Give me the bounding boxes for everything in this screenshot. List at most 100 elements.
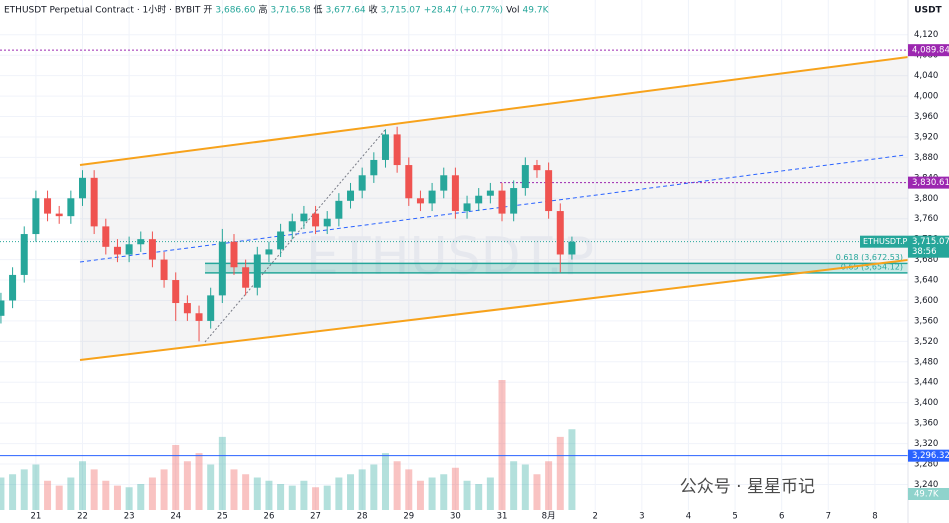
x-tick-label: 28 bbox=[357, 512, 368, 522]
fib-label: 0.65 (3,654.12) bbox=[841, 262, 903, 271]
ohlc-value: 3,686.60 bbox=[215, 6, 255, 16]
volume-bar bbox=[265, 480, 273, 510]
channel-lower bbox=[79, 259, 909, 361]
candle-body bbox=[288, 221, 296, 232]
volume-bar bbox=[79, 461, 86, 510]
candle-body bbox=[358, 175, 366, 191]
watermark: ETHUSDT.P bbox=[306, 227, 594, 287]
x-tick-label: 7 bbox=[826, 512, 831, 522]
volume-bar bbox=[533, 474, 541, 510]
candle-body bbox=[32, 198, 40, 235]
candle-body bbox=[545, 170, 553, 212]
x-tick-label: 3 bbox=[639, 512, 644, 522]
volume-bar bbox=[32, 464, 40, 510]
price-label-box bbox=[908, 44, 949, 57]
x-tick-label: 6 bbox=[779, 512, 784, 522]
volume-bar bbox=[207, 464, 215, 510]
candle-body bbox=[416, 198, 424, 204]
candle-body bbox=[277, 231, 285, 250]
volume-bar bbox=[521, 464, 529, 510]
x-tick-label: 26 bbox=[264, 512, 275, 522]
volume-bar bbox=[9, 474, 17, 510]
y-tick-label: 3,600 bbox=[914, 296, 938, 306]
candle-body bbox=[323, 218, 331, 227]
volume-bar bbox=[113, 485, 121, 510]
candle-body bbox=[55, 213, 63, 217]
volume-bar bbox=[20, 469, 28, 510]
volume-bar bbox=[102, 480, 110, 510]
volume-bar bbox=[498, 380, 506, 510]
y-tick-label: 3,800 bbox=[914, 194, 938, 204]
volume-bar bbox=[486, 477, 494, 510]
vol-value: 49.7K bbox=[523, 6, 550, 16]
price-label: 4,089.84 bbox=[912, 46, 949, 56]
candle-body bbox=[20, 234, 28, 275]
candle-body bbox=[44, 198, 52, 214]
y-tick-label: 3,960 bbox=[914, 112, 938, 122]
volume-bar bbox=[300, 480, 308, 510]
candle-body bbox=[90, 177, 98, 227]
volume-bar bbox=[451, 467, 459, 510]
y-tick-label: 3,480 bbox=[914, 357, 938, 367]
last-price-label: 3,715.07 bbox=[912, 237, 949, 247]
candle-body bbox=[230, 241, 238, 268]
candle-body bbox=[160, 259, 168, 281]
volume-bar bbox=[253, 477, 261, 510]
volume-bar bbox=[545, 461, 553, 510]
candle-body bbox=[533, 165, 541, 171]
volume-bar bbox=[172, 445, 180, 510]
volume-bar bbox=[393, 461, 401, 510]
y-tick-label: 3,920 bbox=[914, 132, 938, 142]
candle-body bbox=[0, 300, 5, 316]
ohlc-key: 收 bbox=[369, 4, 378, 16]
volume-bar bbox=[277, 484, 285, 510]
y-tick-label: 4,000 bbox=[914, 92, 938, 102]
volume-bar bbox=[67, 477, 75, 510]
y-tick-label: 4,120 bbox=[914, 30, 938, 40]
x-tick-label: 27 bbox=[310, 512, 321, 522]
candle-body bbox=[113, 246, 121, 255]
channel-mid bbox=[79, 154, 906, 263]
volume-bar bbox=[148, 477, 156, 510]
volume-bar bbox=[183, 461, 191, 510]
y-tick-label: 3,240 bbox=[914, 480, 938, 490]
y-tick-label: 3,760 bbox=[914, 214, 938, 224]
volume-bar bbox=[428, 477, 436, 510]
channel-upper bbox=[79, 56, 909, 166]
y-tick-label: 3,280 bbox=[914, 460, 938, 470]
x-tick-label: 31 bbox=[497, 512, 508, 522]
x-tick-label: 5 bbox=[732, 512, 737, 522]
x-tick-label: 30 bbox=[450, 512, 461, 522]
candle-body bbox=[183, 303, 191, 314]
candle-body bbox=[521, 165, 529, 189]
candle-body bbox=[265, 249, 273, 255]
volume-bar bbox=[568, 429, 576, 510]
volume-bar bbox=[137, 484, 145, 510]
candle-body bbox=[137, 239, 145, 245]
y-tick-label: 3,400 bbox=[914, 398, 938, 408]
volume-bar bbox=[416, 480, 424, 510]
candle-body bbox=[475, 195, 483, 204]
symbol-label: ETHUSDT.P bbox=[863, 237, 908, 246]
candle-body bbox=[498, 190, 506, 214]
fib-zone bbox=[205, 263, 908, 273]
ohlc-value: 3,677.64 bbox=[326, 6, 366, 16]
x-tick-label: 21 bbox=[30, 512, 41, 522]
candle-body bbox=[195, 313, 203, 321]
symbol-title: ETHUSDT Perpetual Contract · 1小时 · BYBIT bbox=[4, 4, 201, 16]
volume-bar bbox=[440, 474, 448, 510]
price-label: 3,830.61 bbox=[912, 178, 949, 188]
volume-bar bbox=[347, 474, 355, 510]
candle-body bbox=[148, 239, 156, 260]
price-label: 3,296.32 bbox=[912, 451, 949, 461]
volume-bar bbox=[195, 453, 203, 510]
price-label-box bbox=[908, 449, 949, 462]
y-tick-label: 3,680 bbox=[914, 255, 938, 265]
y-tick-label: 3,880 bbox=[914, 153, 938, 163]
ohlc-key: 低 bbox=[314, 4, 323, 16]
y-tick-label: 3,320 bbox=[914, 439, 938, 449]
y-tick-label: 3,520 bbox=[914, 337, 938, 347]
x-tick-label: 4 bbox=[686, 512, 691, 522]
candle-body bbox=[207, 295, 215, 321]
